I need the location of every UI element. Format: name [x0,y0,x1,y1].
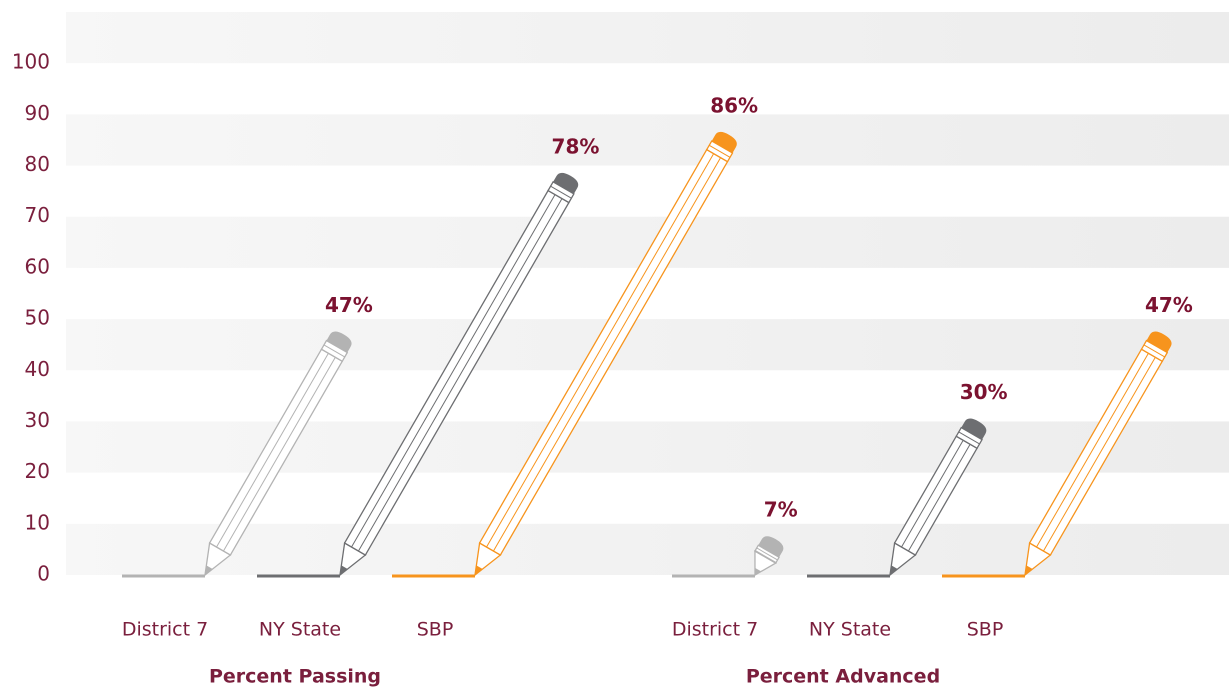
grid-band [66,114,1229,165]
group-label: Percent Advanced [746,666,940,688]
y-tick-label: 30 [25,408,50,432]
y-tick-label: 90 [25,101,50,125]
x-tick-label: NY State [259,619,341,641]
x-tick-label: SBP [967,619,1004,641]
y-tick-label: 40 [25,357,50,381]
data-label: 86% [710,93,758,117]
x-tick-label: District 7 [122,619,208,641]
data-label: 78% [552,134,600,158]
y-tick-label: 70 [25,203,50,227]
data-label: 30% [960,380,1008,404]
x-tick-label: District 7 [672,619,758,641]
chart: 0 10 20 30 40 50 60 70 80 90 100 Percent Passing Dis… [0,0,1229,689]
group-label: Percent Passing [209,666,381,688]
data-label: 47% [325,293,373,317]
data-label: 7% [764,498,798,522]
x-tick-label: NY State [809,619,891,641]
y-tick-label: 60 [25,254,50,278]
y-tick-label: 20 [25,459,50,483]
y-tick-label: 80 [25,152,50,176]
grid-band [66,12,1229,63]
y-tick-label: 100 [12,50,50,74]
y-tick-label: 10 [25,510,50,534]
grid-band [66,421,1229,472]
y-tick-label: 0 [37,562,50,586]
y-tick-label: 50 [25,306,50,330]
x-tick-label: SBP [417,619,454,641]
grid-band [66,319,1229,370]
data-label: 47% [1145,293,1193,317]
